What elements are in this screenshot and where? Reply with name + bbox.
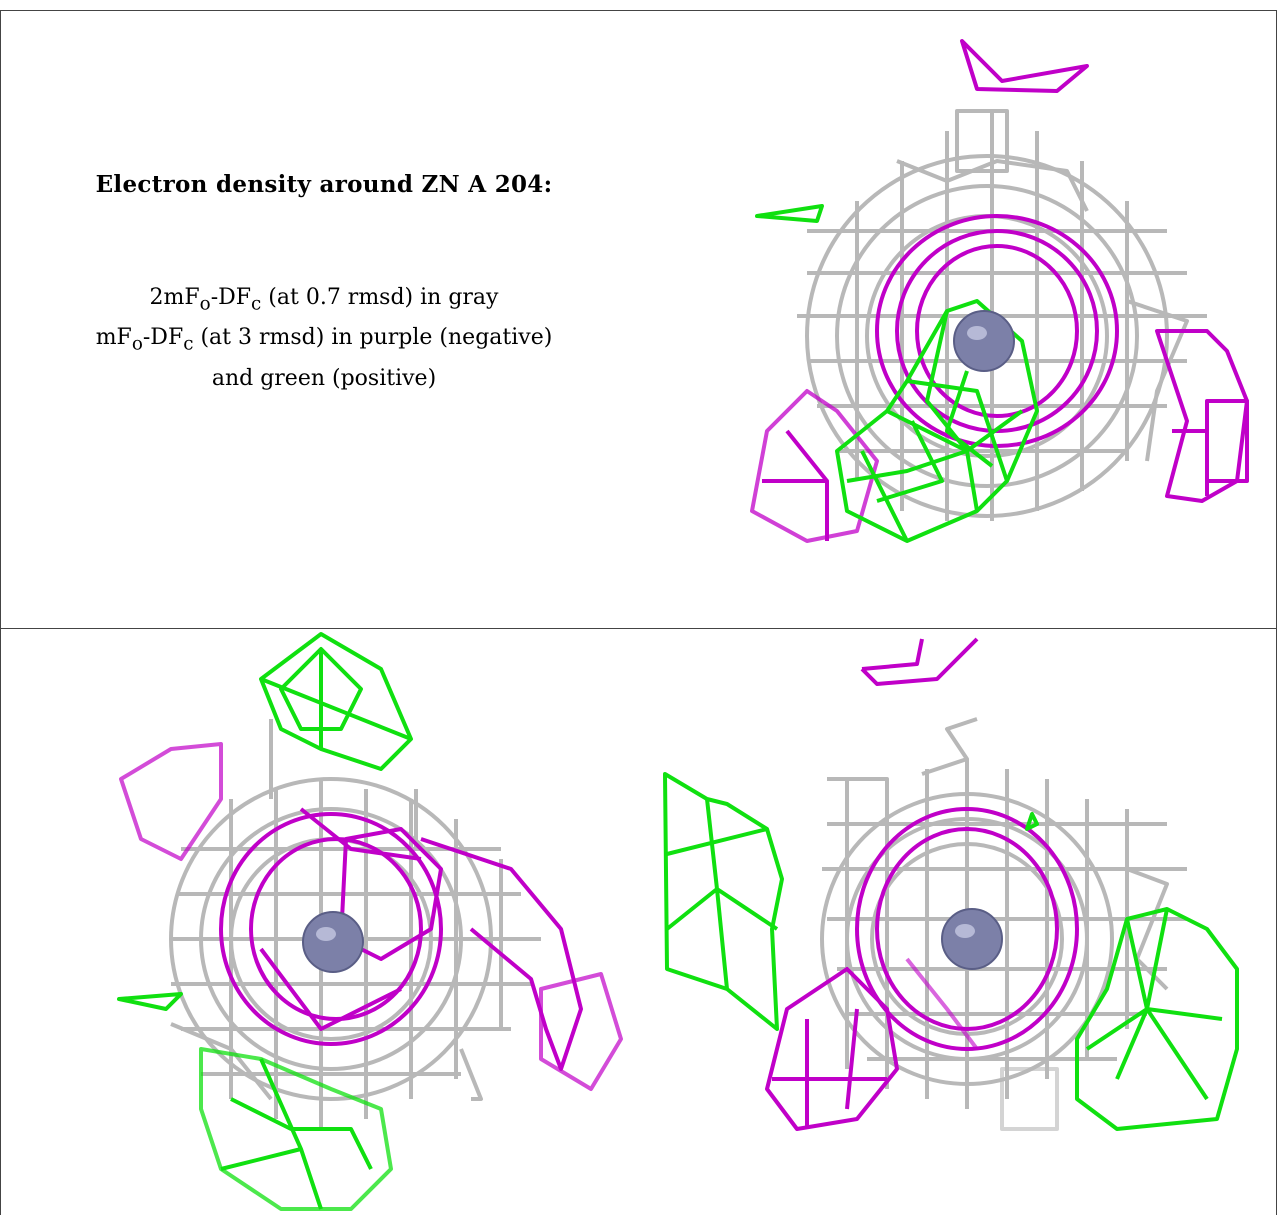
purple-negative-mesh <box>119 742 623 1091</box>
purple-negative-mesh <box>750 39 1249 543</box>
purple-negative-mesh <box>765 637 1079 1131</box>
caption-line-gray: 2mFo-DFc (at 0.7 rmsd) in gray <box>149 285 499 315</box>
caption-line-green: and green (positive) <box>211 365 437 391</box>
density-mesh-view-3 <box>663 637 1239 1131</box>
zn-atom-icon <box>941 908 1003 970</box>
green-positive-mesh <box>755 204 1039 543</box>
density-mesh-view-1 <box>750 39 1249 543</box>
green-positive-mesh <box>117 632 413 1211</box>
caption-cell: Electron density around ZN A 204: 2mFo-D… <box>0 10 648 628</box>
caption-title: Electron density around ZN A 204: <box>95 171 553 198</box>
green-positive-mesh <box>663 772 1239 1131</box>
view-bottom-right <box>647 628 1277 1215</box>
zn-atom-icon <box>953 310 1015 372</box>
caption-line-purple: mFo-DFc (at 3 rmsd) in purple (negative) <box>95 325 553 355</box>
zn-atom-icon <box>302 911 364 973</box>
view-top-right <box>647 10 1277 628</box>
density-mesh-view-2 <box>117 632 623 1211</box>
gray-density-mesh <box>820 717 1187 1131</box>
view-bottom-left <box>0 628 648 1215</box>
caption-lines: 2mFo-DFc (at 0.7 rmsd) in gray mFo-DFc (… <box>1 281 647 396</box>
